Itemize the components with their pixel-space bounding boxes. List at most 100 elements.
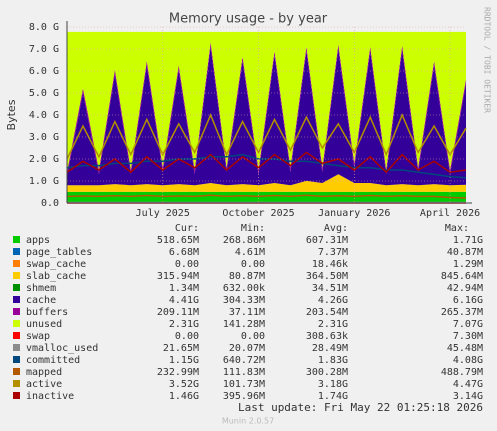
legend-stat: 1.74G — [318, 391, 348, 402]
legend-stat: 268.86M — [223, 235, 265, 246]
legend-stat: 6.16G — [453, 295, 483, 306]
area — [67, 174, 466, 192]
legend-label: buffers — [26, 307, 68, 318]
x-tick-label: January 2026 — [318, 208, 390, 219]
legend-stat: 6.68M — [169, 247, 199, 258]
legend-stat: 34.51M — [312, 283, 348, 294]
legend-stat: 4.61M — [235, 247, 265, 258]
x-tick-label: April 2026 — [420, 208, 480, 219]
legend-label: mapped — [26, 367, 62, 378]
y-tick-label: 0.0 — [41, 198, 59, 209]
legend-swatch — [13, 368, 20, 375]
legend-header: Cur: — [175, 223, 199, 234]
x-tick-label: July 2025 — [136, 208, 190, 219]
y-axis-label: Bytes — [5, 99, 18, 130]
legend-swatch — [13, 356, 20, 363]
legend-stat: 265.37M — [441, 307, 483, 318]
legend-swatch — [13, 332, 20, 339]
legend-swatch — [13, 236, 20, 243]
y-tick-label: 8.0 G — [29, 22, 59, 33]
side-text: RRDTOOL / TOBI OETIKER — [483, 7, 492, 113]
legend-stat: 7.30M — [453, 331, 483, 342]
legend-stat: 7.37M — [318, 247, 348, 258]
area — [67, 192, 466, 203]
legend-stat: 395.96M — [223, 391, 265, 402]
legend-swatch — [13, 308, 20, 315]
line — [66, 194, 467, 199]
legend-stat: 632.00k — [223, 283, 265, 294]
legend-stat: 2.31G — [169, 319, 199, 330]
legend-stat: 3.14G — [453, 391, 483, 402]
y-tick-label: 4.0 G — [29, 110, 59, 121]
legend-label: swap_cache — [26, 259, 86, 270]
line — [66, 153, 467, 179]
legend-stat: 101.73M — [223, 379, 265, 390]
x-tick-label: October 2025 — [222, 208, 294, 219]
legend-stat: 364.50M — [306, 271, 348, 282]
legend-label: shmem — [26, 283, 56, 294]
legend-label: vmalloc_used — [26, 343, 98, 354]
legend-label: swap — [26, 331, 50, 342]
legend-stat: 80.87M — [229, 271, 265, 282]
y-tick-label: 6.0 G — [29, 66, 59, 77]
legend-swatch — [13, 272, 20, 279]
legend-swatch — [13, 260, 20, 267]
legend-stat: 488.79M — [441, 367, 483, 378]
legend-stat: 42.94M — [447, 283, 483, 294]
y-tick-label: 1.0 G — [29, 176, 59, 187]
legend-stat: 28.49M — [312, 343, 348, 354]
legend-stat: 1.46G — [169, 391, 199, 402]
legend-stat: 1.83G — [318, 355, 348, 366]
legend-stat: 1.15G — [169, 355, 199, 366]
line — [66, 151, 467, 174]
legend-stat: 304.33M — [223, 295, 265, 306]
legend-stat: 315.94M — [157, 271, 199, 282]
y-tick-label: 7.0 G — [29, 44, 59, 55]
legend-stat: 300.28M — [306, 367, 348, 378]
legend-swatch — [13, 284, 20, 291]
legend-stat: 4.08G — [453, 355, 483, 366]
chart-title: Memory usage - by year — [169, 12, 328, 27]
footer: Munin 2.0.57 — [222, 417, 274, 426]
legend-label: page_tables — [26, 247, 92, 258]
plot: 0.0 1.0 G 2.0 G 3.0 G 4.0 G 5.0 G 6.0 G 7.0 G 8.… — [29, 21, 480, 219]
legend-label: inactive — [26, 391, 74, 402]
legend-label: cache — [26, 295, 56, 306]
y-tick-label: 5.0 G — [29, 88, 59, 99]
legend-label: committed — [26, 355, 80, 366]
legend-stat: 4.47G — [453, 379, 483, 390]
legend-stat: 232.99M — [157, 367, 199, 378]
y-tick-label: 2.0 G — [29, 154, 59, 165]
legend-stat: 18.46k — [312, 259, 348, 270]
area — [67, 46, 466, 186]
line — [66, 113, 467, 160]
legend-stat: 2.31G — [318, 319, 348, 330]
last-update: Last update: Fri May 22 01:25:18 2026 — [238, 401, 483, 414]
legend-stat: 203.54M — [306, 307, 348, 318]
area — [67, 42, 466, 177]
legend-stat: 45.48M — [447, 343, 483, 354]
legend-stat: 518.65M — [157, 235, 199, 246]
legend-stat: 3.18G — [318, 379, 348, 390]
legend-header: Avg: — [324, 223, 348, 234]
legend-stat: 0.00 — [241, 259, 265, 270]
legend-stat: 37.11M — [229, 307, 265, 318]
legend-label: apps — [26, 235, 50, 246]
legend-stat: 3.52G — [169, 379, 199, 390]
legend-stat: 141.28M — [223, 319, 265, 330]
legend-stat: 0.00 — [241, 331, 265, 342]
legend-stat: 845.64M — [441, 271, 483, 282]
legend-stat: 4.26G — [318, 295, 348, 306]
legend-stat: 20.07M — [229, 343, 265, 354]
legend-stat: 1.29M — [453, 259, 483, 270]
legend-swatch — [13, 296, 20, 303]
legend-header: Min: — [241, 223, 265, 234]
legend-stat: 1.34M — [169, 283, 199, 294]
legend-swatch — [13, 248, 20, 255]
legend-swatch — [13, 344, 20, 351]
legend-stat: 209.11M — [157, 307, 199, 318]
legend-stat: 1.71G — [453, 235, 483, 246]
legend-label: slab_cache — [26, 271, 86, 282]
legend-stat: 4.41G — [169, 295, 199, 306]
